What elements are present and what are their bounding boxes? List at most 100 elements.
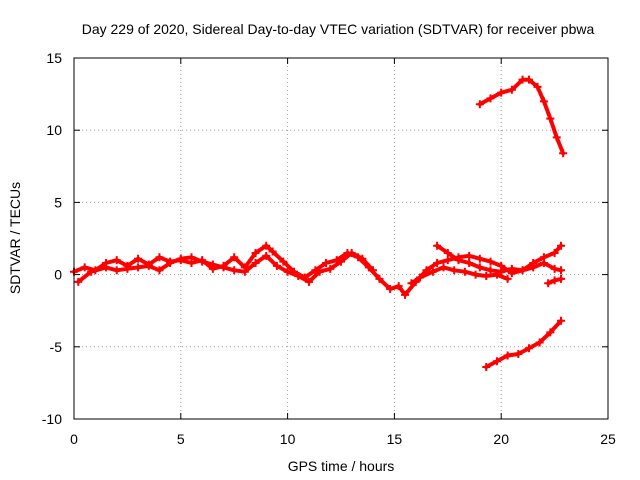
data-point: [557, 266, 566, 275]
data-point: [375, 274, 384, 283]
data-point: [401, 290, 410, 299]
data-point: [198, 257, 207, 266]
data-point: [369, 266, 378, 275]
data-point: [416, 273, 425, 282]
data-point: [486, 266, 495, 275]
data-point: [465, 251, 474, 260]
data-point: [497, 88, 506, 97]
x-tick-label: 25: [600, 431, 616, 447]
x-tick-label: 20: [493, 431, 509, 447]
data-point: [230, 266, 239, 275]
series-track-7: [544, 274, 566, 288]
data-point: [518, 266, 527, 275]
y-tick-label: -10: [42, 411, 62, 427]
grid: [74, 58, 608, 419]
x-tick-label: 5: [177, 431, 185, 447]
series-track-3: [433, 241, 566, 276]
y-tick-label: 15: [46, 50, 62, 66]
y-axis-label: SDTVAR / TECUs: [7, 182, 23, 294]
data-point: [240, 267, 249, 276]
data-point: [311, 266, 320, 275]
x-tick-label: 0: [70, 431, 78, 447]
data-point: [176, 254, 185, 263]
data-point: [550, 264, 559, 273]
chart-title: Day 229 of 2020, Sidereal Day-to-day VTE…: [82, 21, 595, 37]
data-point: [475, 254, 484, 263]
data-point: [187, 253, 196, 262]
data-point: [443, 256, 452, 265]
data-point: [486, 94, 495, 103]
data-point: [460, 267, 469, 276]
data-point: [322, 259, 331, 268]
data-point: [347, 248, 356, 257]
data-point: [87, 267, 96, 276]
data-point: [550, 248, 559, 257]
data-point: [550, 276, 559, 285]
data-point: [482, 272, 491, 281]
data-point: [112, 256, 121, 265]
series-track-6: [482, 316, 566, 372]
data-point: [539, 97, 548, 106]
data-point: [465, 259, 474, 268]
y-tick-label: 10: [46, 122, 62, 138]
data-point: [507, 264, 516, 273]
data-point: [557, 274, 566, 283]
series-track-2: [74, 248, 378, 286]
data-point: [443, 248, 452, 257]
data-point: [394, 282, 403, 291]
data-point: [524, 75, 533, 84]
data-point: [337, 257, 345, 266]
data-point: [262, 251, 271, 260]
data-point: [304, 277, 313, 286]
data-point: [407, 279, 416, 288]
data-point: [326, 264, 335, 273]
data-point: [475, 100, 484, 109]
data-point: [433, 241, 442, 250]
data-point: [503, 274, 512, 283]
data-point: [544, 279, 553, 288]
data-point: [144, 261, 153, 270]
data-point: [230, 253, 239, 262]
data-point: [208, 260, 217, 269]
data-point: [279, 257, 288, 266]
data-point: [433, 259, 442, 268]
data-point: [524, 344, 533, 353]
data-point: [74, 277, 83, 286]
data-point: [546, 114, 555, 123]
series-line: [409, 265, 510, 286]
data-point: [503, 351, 512, 360]
series-track-5: [475, 75, 568, 158]
data-point: [552, 133, 561, 142]
plot-frame: [73, 57, 609, 420]
data-point: [358, 254, 367, 263]
series-line: [76, 250, 375, 284]
data-point: [155, 253, 164, 262]
data-point: [539, 253, 548, 262]
data-point: [102, 263, 111, 272]
data-point: [514, 350, 523, 359]
data-point: [251, 259, 260, 268]
data-point: [475, 263, 484, 272]
data-point: [283, 267, 292, 276]
data-point: [492, 357, 501, 366]
series-track-4: [407, 263, 512, 288]
x-tick-label: 15: [387, 431, 403, 447]
data-point: [439, 263, 448, 272]
data-point: [251, 248, 260, 257]
data-point: [155, 266, 164, 275]
x-tick-label: 10: [280, 431, 296, 447]
y-tick-label: 5: [54, 194, 62, 210]
data-point: [294, 272, 303, 281]
data-point: [529, 259, 538, 268]
data-point: [557, 316, 566, 325]
data-point: [123, 264, 132, 273]
data-point: [557, 241, 566, 250]
data-point: [535, 338, 544, 347]
series-line: [435, 243, 563, 274]
data-point: [546, 328, 555, 337]
data-series: [70, 75, 568, 372]
data-point: [386, 285, 395, 294]
data-point: [219, 263, 228, 272]
data-point: [482, 363, 491, 372]
data-point: [112, 266, 121, 275]
